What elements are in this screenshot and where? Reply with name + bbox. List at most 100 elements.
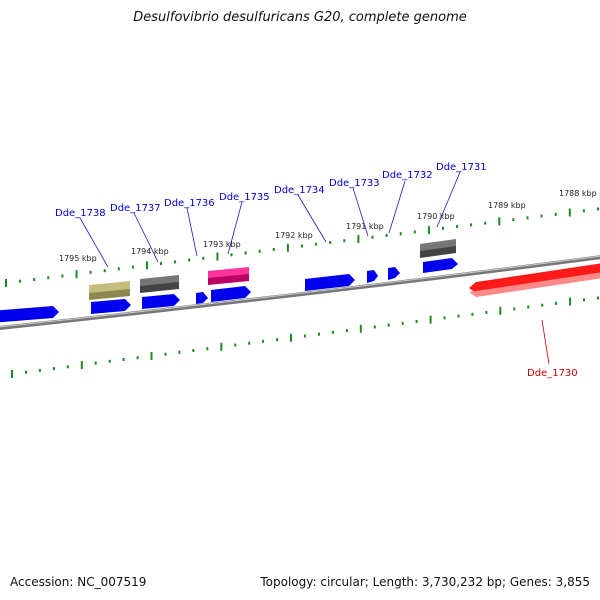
ruler-minor-tick (513, 307, 516, 311)
ruler-major-tick (75, 270, 78, 279)
gene-arrow[interactable] (211, 286, 251, 302)
connector-line (79, 217, 109, 268)
gene-label[interactable]: Dde_1734 (274, 185, 325, 196)
ruler-minor-tick (230, 253, 233, 257)
feature-olive[interactable] (89, 281, 130, 300)
label-connectors (79, 171, 550, 365)
ruler-major-tick (357, 235, 360, 243)
gene-label[interactable]: Dde_1733 (329, 178, 380, 189)
ruler-minor-tick (202, 256, 205, 260)
gene-arrow[interactable] (91, 299, 131, 314)
gene-label[interactable]: Dde_1736 (164, 198, 215, 209)
gene-label[interactable]: Dde_1738 (55, 208, 106, 219)
ruler-major-tick (359, 324, 362, 333)
ruler-minor-tick (38, 368, 41, 372)
ruler-minor-tick (66, 365, 69, 369)
ruler-minor-tick (276, 338, 279, 342)
ruler-minor-tick (401, 321, 404, 325)
ruler-minor-tick (485, 311, 488, 314)
ruler-minor-tick (484, 221, 487, 225)
ruler-minor-tick (318, 332, 320, 336)
ruler-minor-tick (206, 347, 209, 351)
ruler-major-tick (146, 261, 148, 270)
gene-label[interactable]: Dde_1735 (219, 192, 270, 203)
ruler-major-tick (427, 226, 430, 235)
ruler-minor-tick (103, 269, 106, 273)
feature-pink[interactable] (208, 267, 249, 285)
connector-line (227, 201, 243, 255)
gene-arrow-highlight-shade (469, 272, 600, 297)
ruler-minor-tick (301, 244, 303, 248)
connector-line (541, 319, 550, 365)
ruler-minor-tick (331, 330, 334, 334)
kbp-labels: 1795 kbp 1794 kbp 1793 kbp 1792 kbp 1791… (59, 189, 597, 263)
ruler-minor-tick (164, 352, 167, 356)
gene-label-highlight[interactable]: Dde_1730 (527, 368, 578, 379)
ruler-lower (11, 296, 599, 378)
ruler-minor-tick (248, 341, 251, 345)
gene-label[interactable]: Dde_1732 (382, 170, 433, 181)
ruler-major-tick (5, 279, 7, 287)
ruler-major-tick (80, 361, 83, 369)
ruler-minor-tick (258, 249, 261, 253)
ruler-minor-tick (345, 329, 348, 333)
ruler-minor-tick (244, 251, 247, 255)
ruler-minor-tick (541, 303, 544, 307)
ruler-minor-tick (456, 225, 458, 229)
gene-label[interactable]: Dde_1731 (436, 162, 487, 173)
kbp-label: 1795 kbp (59, 254, 97, 263)
gene-arrow[interactable] (367, 270, 378, 283)
gene-arrow-highlight[interactable] (469, 262, 600, 293)
ruler-minor-tick (385, 233, 388, 237)
ruler-minor-tick (554, 212, 557, 216)
gene-arrow[interactable] (142, 294, 180, 309)
kbp-label: 1788 kbp (559, 189, 597, 198)
ruler-minor-tick (136, 356, 139, 360)
ruler-minor-tick (471, 312, 474, 316)
gene-arrow[interactable] (196, 292, 208, 304)
ruler-minor-tick (526, 216, 529, 220)
ruler-minor-tick (512, 218, 515, 222)
ruler-major-tick (499, 306, 502, 315)
ruler-minor-tick (94, 361, 97, 365)
feature-gray[interactable] (420, 239, 456, 258)
accession-text: Accession: NC_007519 (10, 575, 147, 589)
gene-arrow[interactable] (388, 267, 400, 280)
ruler-minor-tick (174, 260, 177, 264)
gene-dde-1730[interactable] (469, 262, 600, 297)
gene-arrow[interactable] (423, 258, 458, 273)
ruler-minor-tick (399, 232, 402, 236)
ruler-minor-tick (47, 276, 50, 280)
ruler-major-tick (568, 208, 571, 217)
ruler-minor-tick (555, 301, 558, 305)
kbp-label: 1794 kbp (131, 247, 169, 256)
kbp-label: 1793 kbp (203, 240, 241, 249)
kbp-label: 1792 kbp (275, 231, 313, 240)
ruler-minor-tick (160, 262, 162, 266)
ruler-minor-tick (178, 350, 181, 354)
ruler-minor-tick (470, 223, 473, 227)
genome-summary-text: Topology: circular; Length: 3,730,232 bp… (260, 575, 590, 589)
ruler-major-tick (150, 351, 153, 360)
ruler-minor-tick (387, 323, 390, 327)
ruler-minor-tick (33, 278, 36, 281)
forward-genes (0, 258, 458, 323)
connector-line (388, 180, 406, 234)
ruler-minor-tick (61, 274, 64, 278)
gene-arrow[interactable] (0, 306, 59, 323)
ruler-minor-tick (89, 270, 92, 274)
gene-label[interactable]: Dde_1737 (110, 203, 161, 214)
ruler-minor-tick (19, 279, 22, 283)
connector-line (133, 212, 159, 263)
ruler-minor-tick (117, 267, 120, 271)
ruler-minor-tick (371, 235, 374, 239)
ruler-major-tick (286, 243, 289, 252)
ruler-major-tick (216, 252, 219, 261)
gene-arrow[interactable] (305, 274, 355, 291)
ruler-minor-tick (413, 230, 416, 234)
ruler-minor-tick (527, 305, 530, 309)
ruler-upper (5, 207, 599, 287)
feature-gray[interactable] (140, 275, 179, 293)
